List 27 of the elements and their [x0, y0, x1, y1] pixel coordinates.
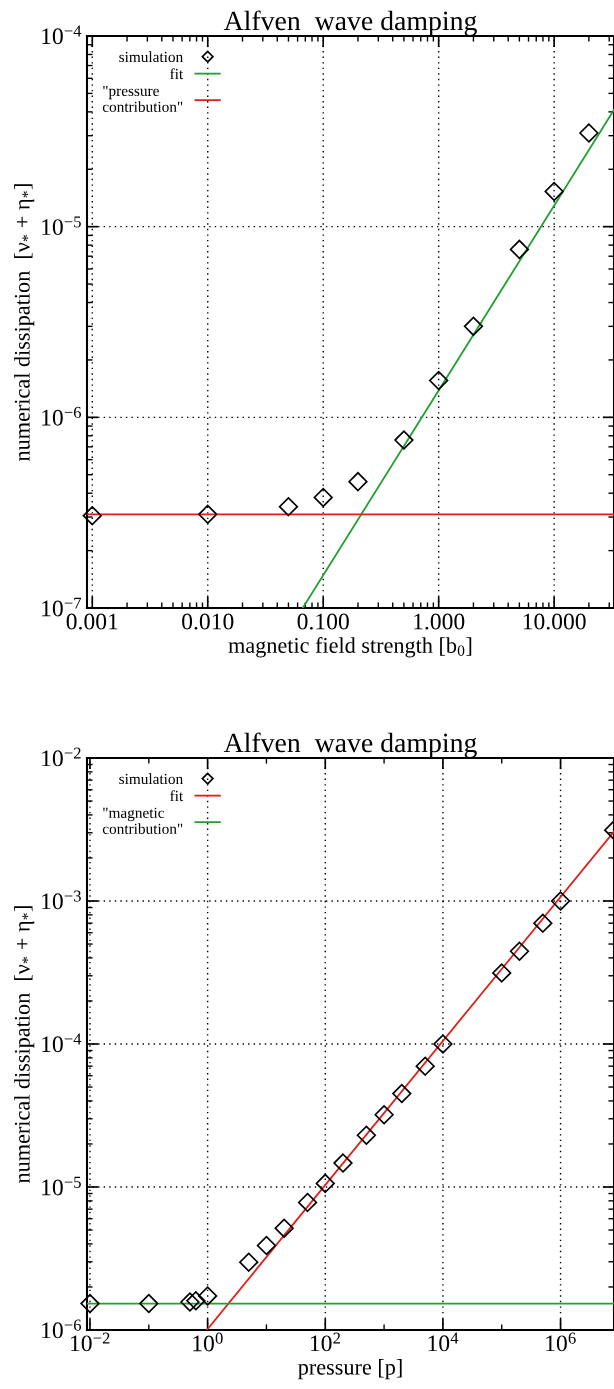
- x-tick-label: 0.100: [297, 613, 349, 630]
- legend-label: simulation: [119, 773, 183, 785]
- y-tick-label: 10$^{−4}$: [42, 25, 82, 45]
- legend-label: "pressure contribution": [102, 85, 183, 113]
- y-tick-label: 10$^{−6}$: [42, 406, 81, 426]
- x-tick-label: 1.000: [414, 613, 465, 630]
- y-tick-label: 10$^{−3}$: [42, 890, 81, 910]
- legend-label: "magnetic contribution": [102, 807, 183, 835]
- y-tick-label: 10$^{−5}$: [42, 1176, 81, 1196]
- chart-title: Alfven wave damping: [223, 10, 477, 36]
- y-axis-title: numerical dissipation [ν$_{*}$ + η$_{*}$]: [14, 906, 35, 1183]
- legend-label: fit: [170, 790, 184, 802]
- y-tick-label: 10$^{−4}$: [42, 1033, 82, 1053]
- x-tick-label: 0.010: [182, 613, 234, 630]
- legend-label: simulation: [119, 51, 183, 63]
- x-tick-label: 10$^{0}$: [193, 1332, 223, 1352]
- legend-label: fit: [170, 68, 184, 80]
- y-tick-label: 10$^{−2}$: [42, 747, 81, 767]
- y-axis-title: numerical dissipation [ν$_{*}$ + η$_{*}$]: [14, 184, 35, 461]
- x-tick-label: 10$^{6}$: [546, 1332, 576, 1352]
- x-tick-label: 10$^{2}$: [310, 1332, 341, 1352]
- chart-title: Alfven wave damping: [223, 732, 477, 758]
- x-axis-title: pressure [p]: [298, 1359, 402, 1380]
- x-axis-title: magnetic field strength [b$_{0}$]: [228, 637, 472, 658]
- y-tick-label: 10$^{−5}$: [42, 216, 81, 236]
- x-tick-label: 10.000: [523, 613, 586, 630]
- x-tick-label: 10$^{4}$: [428, 1332, 459, 1352]
